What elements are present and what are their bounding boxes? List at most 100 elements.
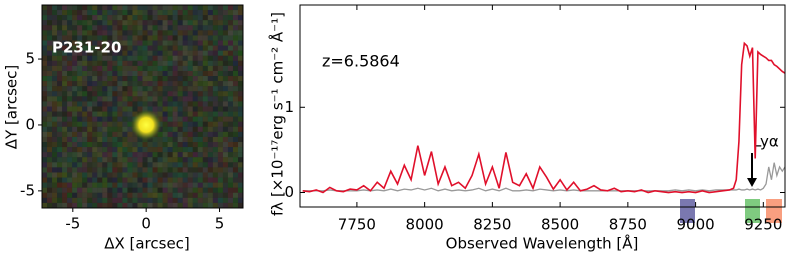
- image-pixel: [42, 76, 48, 82]
- image-pixel: [117, 5, 123, 11]
- image-pixel: [62, 167, 68, 173]
- image-pixel: [142, 35, 148, 41]
- image-pixel: [217, 96, 223, 102]
- image-pixel: [72, 81, 78, 87]
- image-pixel: [217, 182, 223, 188]
- image-pixel: [152, 35, 158, 41]
- image-pixel: [222, 5, 228, 11]
- image-pixel: [67, 202, 73, 209]
- image-pixel: [207, 40, 213, 46]
- image-pixel: [77, 15, 83, 21]
- image-pixel: [107, 172, 113, 178]
- image-pixel: [212, 81, 218, 87]
- image-pixel: [97, 192, 103, 198]
- image-pixel: [132, 96, 138, 102]
- image-pixel: [227, 60, 234, 66]
- image-pixel: [212, 197, 218, 203]
- image-pixel: [187, 111, 193, 117]
- image-pixel: [57, 65, 63, 71]
- image-pixel: [137, 76, 143, 82]
- image-pixel: [197, 25, 203, 31]
- image-pixel: [102, 25, 108, 31]
- image-pixel: [157, 91, 163, 97]
- image-pixel: [212, 187, 218, 193]
- image-pixel: [187, 116, 193, 122]
- image-pixel: [157, 152, 163, 158]
- image-pixel: [167, 106, 173, 112]
- image-pixel: [67, 96, 73, 102]
- image-pixel: [102, 192, 108, 198]
- image-pixel: [92, 50, 98, 56]
- image-pixel: [192, 202, 198, 209]
- image-pixel: [237, 121, 244, 127]
- image-pixel: [52, 116, 58, 122]
- image-pixel: [52, 177, 58, 183]
- image-pixel: [122, 192, 128, 198]
- image-pixel: [102, 45, 108, 51]
- image-pixel: [87, 172, 93, 178]
- image-pixel: [197, 76, 203, 82]
- image-pixel: [117, 197, 123, 203]
- image-pixel: [207, 182, 213, 188]
- image-pixel: [192, 76, 198, 82]
- x-axis-label: ΔX [arcsec]: [104, 235, 190, 253]
- image-pixel: [197, 55, 203, 61]
- image-pixel: [147, 10, 153, 16]
- image-pixel: [82, 86, 88, 92]
- image-pixel: [112, 187, 118, 193]
- image-pixel: [117, 121, 123, 127]
- image-pixel: [162, 91, 168, 97]
- image-pixel: [62, 121, 68, 127]
- image-pixel: [97, 55, 103, 61]
- image-pixel: [152, 45, 158, 51]
- image-pixel: [67, 55, 73, 61]
- image-pixel: [47, 202, 53, 209]
- image-pixel: [147, 70, 153, 77]
- image-pixel: [167, 111, 173, 117]
- image-pixel: [107, 142, 113, 148]
- image-pixel: [177, 20, 183, 26]
- image-pixel: [192, 126, 198, 132]
- image-pixel: [42, 40, 48, 46]
- image-pixel: [192, 15, 198, 21]
- image-pixel: [112, 121, 118, 127]
- image-pixel: [217, 192, 223, 198]
- image-pixel: [167, 20, 173, 26]
- image-pixel: [62, 25, 68, 31]
- image-pixel: [192, 25, 198, 31]
- image-pixel: [152, 101, 158, 107]
- image-pixel: [127, 76, 133, 82]
- image-pixel: [182, 167, 188, 173]
- image-pixel: [232, 147, 239, 153]
- image-pixel: [147, 5, 153, 11]
- image-pixel: [92, 76, 98, 82]
- image-pixel: [202, 202, 208, 209]
- image-pixel: [147, 172, 153, 178]
- image-pixel: [152, 152, 158, 158]
- image-pixel: [82, 20, 88, 26]
- image-pixel: [162, 101, 168, 107]
- image-pixel: [177, 142, 183, 148]
- image-pixel: [122, 15, 128, 21]
- image-pixel: [202, 76, 208, 82]
- image-pixel: [82, 116, 88, 122]
- image-pixel: [77, 126, 83, 132]
- image-pixel: [127, 121, 133, 127]
- image-pixel: [227, 10, 234, 16]
- image-pixel: [192, 91, 198, 97]
- image-pixel: [117, 131, 123, 137]
- image-pixel: [202, 111, 208, 117]
- image-pixel: [222, 55, 228, 61]
- image-pixel: [132, 172, 138, 178]
- image-pixel: [92, 30, 98, 36]
- image-pixel: [132, 86, 138, 92]
- image-pixel: [147, 50, 153, 56]
- image-pixel: [227, 116, 234, 122]
- image-pixel: [72, 10, 78, 16]
- image-pixel: [162, 10, 168, 16]
- image-pixel: [127, 45, 133, 51]
- image-pixel: [177, 40, 183, 46]
- image-pixel: [92, 136, 98, 143]
- image-pixel: [237, 167, 244, 173]
